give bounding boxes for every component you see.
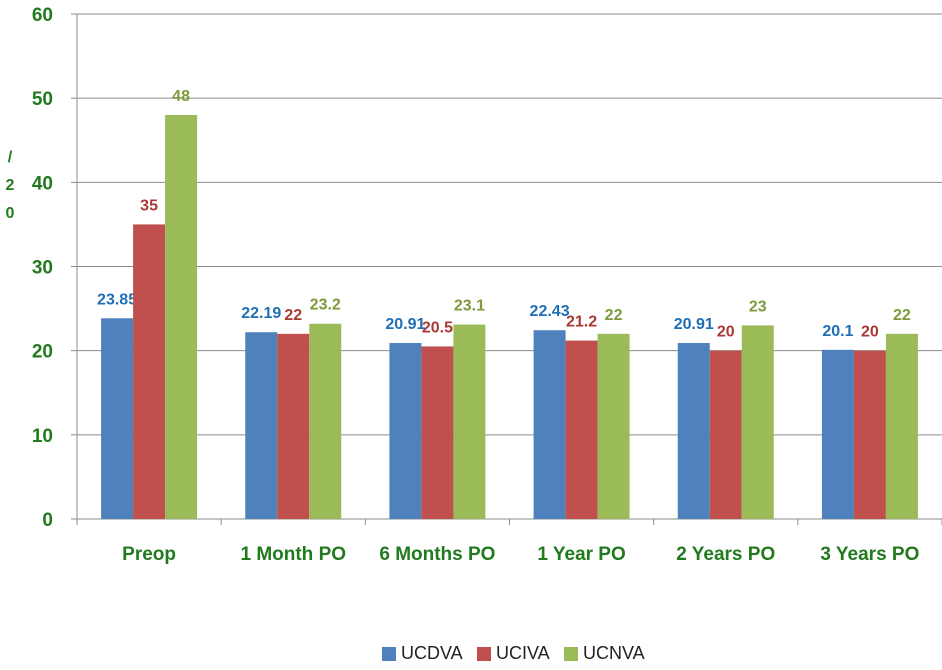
data-label: 20: [861, 324, 879, 341]
y-tick-label: 10: [32, 426, 53, 447]
y-tick-label: 30: [32, 258, 53, 279]
data-label: 35: [140, 197, 158, 214]
bar: [677, 343, 710, 519]
bar: [421, 346, 454, 519]
data-label: 23: [749, 298, 767, 315]
data-label: 23.2: [310, 297, 341, 314]
bar: [821, 349, 854, 519]
x-tick-label: 2 Years PO: [676, 544, 776, 565]
bar: [165, 115, 198, 519]
legend-swatch: [564, 646, 578, 661]
bar: [885, 333, 918, 519]
data-label: 23.1: [454, 298, 485, 315]
data-label: 23.85: [97, 291, 137, 308]
data-label: 20.91: [385, 316, 425, 333]
legend-label: UCIVA: [496, 643, 550, 663]
data-label: 22: [284, 307, 302, 324]
legend-item: UCNVA: [564, 643, 645, 664]
bar: [453, 324, 486, 519]
data-label: 22.43: [530, 303, 570, 320]
x-tick-label: 3 Years PO: [820, 544, 920, 565]
bar: [133, 224, 166, 519]
bar: [853, 350, 886, 519]
x-tick-label: Preop: [122, 544, 176, 565]
y-tick-label: 40: [32, 173, 53, 194]
data-label: 22: [605, 307, 623, 324]
data-label: 22: [893, 307, 911, 324]
bar: [533, 330, 566, 519]
legend-item: UCDVA: [382, 643, 463, 664]
bar: [741, 325, 774, 519]
data-label: 22.19: [241, 305, 281, 322]
x-tick-label: 1 Month PO: [240, 544, 347, 565]
bar: [709, 350, 742, 519]
data-label: 20: [717, 324, 735, 341]
x-tick-label: 6 Months PO: [379, 544, 496, 565]
bar: [389, 343, 422, 519]
y-tick-label: 20: [32, 342, 53, 363]
data-label: 20.5: [422, 319, 453, 336]
y-tick-label: 50: [32, 89, 53, 110]
data-label: 48: [172, 88, 190, 105]
y-axis-label: /20: [5, 149, 15, 222]
legend-label: UCNVA: [583, 643, 645, 663]
legend-label: UCDVA: [401, 643, 463, 663]
legend-swatch: [477, 646, 491, 661]
x-tick-label: 1 Year PO: [537, 544, 626, 565]
bar: [597, 333, 630, 519]
y-tick-label: 0: [42, 510, 53, 531]
data-label: 20.91: [674, 316, 714, 333]
bar: [565, 340, 598, 519]
y-tick-label: 60: [32, 5, 53, 26]
data-label: 21.2: [566, 314, 597, 331]
bar: [245, 332, 278, 519]
bar: [309, 323, 342, 519]
legend-swatch: [382, 646, 396, 661]
data-label: 20.1: [822, 323, 853, 340]
legend-item: UCIVA: [477, 643, 550, 664]
bar: [277, 333, 310, 519]
bar: [101, 318, 134, 519]
